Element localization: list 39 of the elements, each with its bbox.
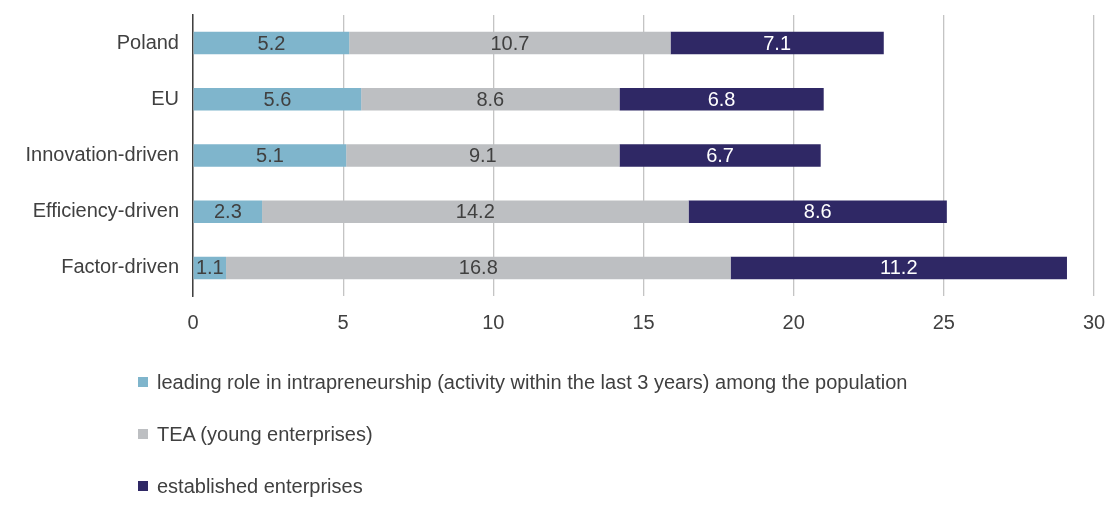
x-tick-label: 10 [482,310,505,333]
bar [193,144,347,167]
y-tick-label: Innovation-driven [25,143,179,166]
data-label: 16.8 [458,256,498,279]
data-label: 14.2 [455,200,495,223]
data-label: 11.2 [880,256,918,279]
legend-label: established enterprises [157,474,363,498]
legend-label: TEA (young enterprises) [157,422,373,446]
x-tick-label: 20 [782,310,805,333]
bar [193,200,263,223]
x-tick-label: 0 [187,310,199,333]
bar [670,31,884,55]
y-tick-label: EU [151,86,179,109]
bar [688,200,947,223]
data-label: 8.6 [476,87,505,110]
data-label: 1.1 [195,256,224,279]
bar [619,88,824,111]
data-label: 2.3 [213,200,242,223]
bar [619,144,821,167]
data-label: 9.1 [468,144,497,167]
x-tick-label: 30 [1082,310,1106,333]
bar [193,88,362,111]
legend-label: leading role in intrapreneurship (activity within the last 3 years) among the population [157,370,908,394]
data-label: 8.6 [803,200,832,223]
x-tick-label: 15 [632,310,655,333]
data-label: 5.1 [256,144,284,167]
y-tick-label: Poland [116,30,179,53]
data-label: 5.2 [257,31,286,54]
data-label: 7.1 [763,31,792,54]
bar [193,31,350,55]
y-tick-label: Factor-driven [61,255,179,278]
x-tick-label: 5 [337,310,349,333]
x-tick-label: 25 [932,310,955,333]
data-label: 6.7 [706,144,734,167]
y-tick-label: Efficiency-driven [32,199,179,222]
bar [730,256,1067,280]
data-label: 6.8 [707,87,736,110]
data-label: 10.7 [490,31,530,54]
data-label: 5.6 [263,87,292,110]
